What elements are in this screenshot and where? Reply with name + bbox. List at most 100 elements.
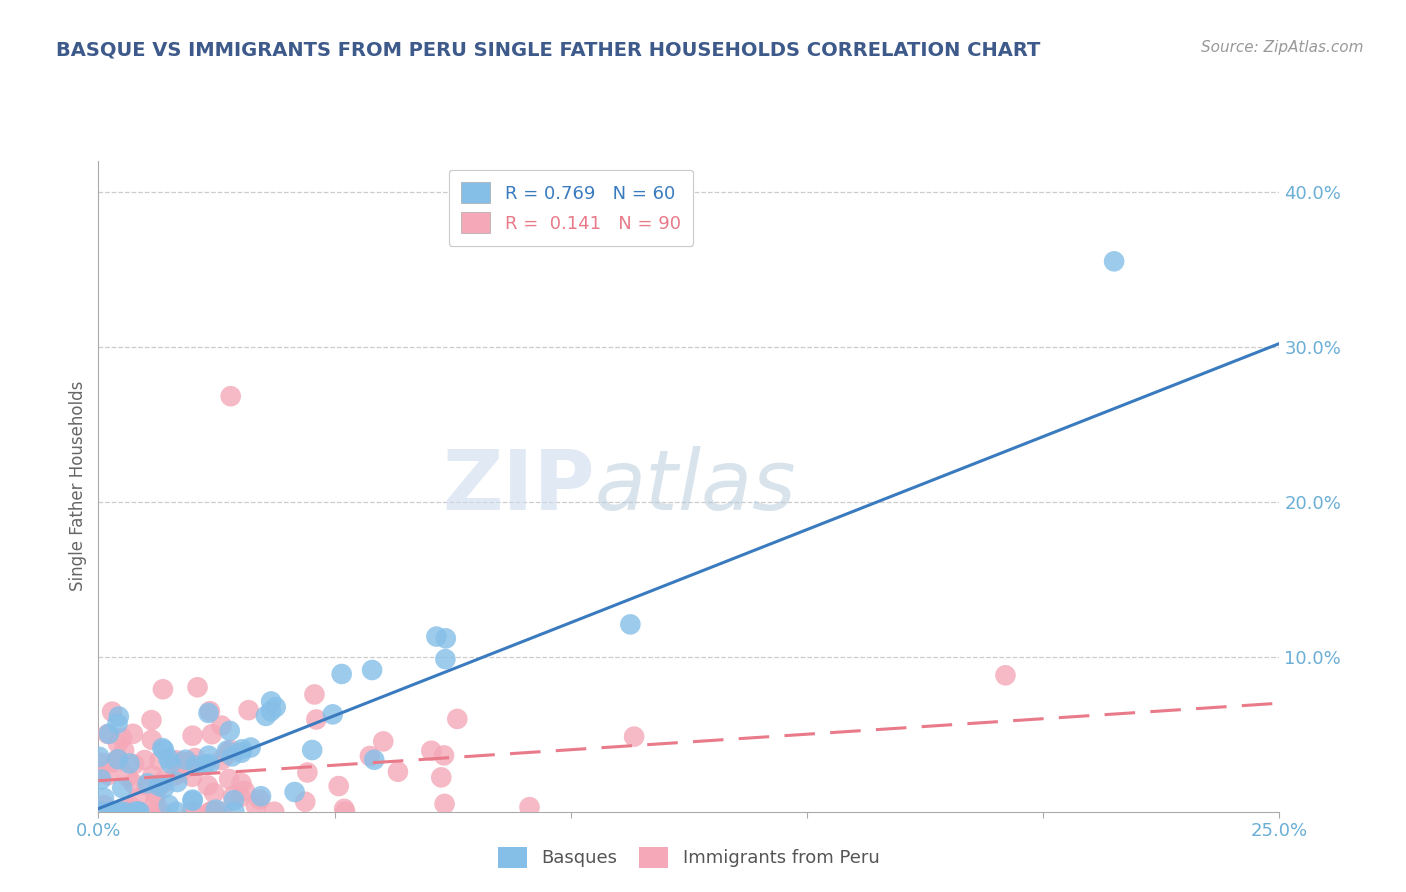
Point [107, 709, 129, 723]
Point [202, 786, 225, 800]
Point [117, 770, 139, 784]
Point [284, 785, 307, 799]
Legend: R = 0.769   N = 60, R =  0.141   N = 90: R = 0.769 N = 60, R = 0.141 N = 90 [449, 169, 693, 245]
Point [165, 805, 187, 819]
Point [387, 764, 409, 779]
Point [183, 805, 205, 819]
Point [623, 730, 645, 744]
Point [165, 753, 187, 767]
Point [211, 718, 233, 732]
Point [107, 716, 129, 731]
Point [330, 667, 353, 681]
Point [249, 792, 271, 806]
Point [434, 652, 457, 666]
Point [194, 757, 217, 772]
Point [166, 775, 188, 789]
Point [446, 712, 468, 726]
Point [101, 705, 124, 719]
Point [222, 789, 245, 804]
Point [233, 784, 256, 798]
Point [1102, 254, 1125, 268]
Point [104, 805, 127, 819]
Point [231, 776, 253, 790]
Point [145, 788, 167, 802]
Point [328, 779, 350, 793]
Point [112, 805, 135, 819]
Point [219, 389, 242, 403]
Point [200, 805, 222, 819]
Point [157, 751, 180, 765]
Point [177, 756, 200, 771]
Point [211, 805, 233, 819]
Point [135, 778, 157, 792]
Point [333, 805, 356, 819]
Point [180, 805, 202, 819]
Point [91, 805, 114, 819]
Point [94, 805, 117, 819]
Point [250, 789, 273, 804]
Point [229, 790, 252, 805]
Point [361, 663, 384, 677]
Point [157, 798, 180, 813]
Point [174, 753, 197, 767]
Point [197, 706, 219, 720]
Point [93, 805, 115, 819]
Point [118, 756, 141, 771]
Point [104, 756, 127, 770]
Point [301, 743, 323, 757]
Point [169, 766, 191, 780]
Point [221, 749, 243, 764]
Point [231, 742, 253, 756]
Point [197, 779, 219, 793]
Point [111, 781, 134, 796]
Point [115, 801, 138, 815]
Point [218, 723, 240, 738]
Point [304, 688, 326, 702]
Point [186, 758, 208, 772]
Point [363, 753, 385, 767]
Point [134, 753, 156, 767]
Text: BASQUE VS IMMIGRANTS FROM PERU SINGLE FATHER HOUSEHOLDS CORRELATION CHART: BASQUE VS IMMIGRANTS FROM PERU SINGLE FA… [56, 40, 1040, 59]
Point [107, 752, 129, 766]
Point [93, 798, 115, 813]
Point [143, 805, 166, 819]
Point [297, 765, 319, 780]
Point [181, 770, 204, 784]
Point [359, 749, 381, 764]
Point [420, 744, 443, 758]
Point [112, 743, 135, 757]
Point [215, 744, 238, 758]
Point [150, 741, 173, 756]
Point [153, 780, 176, 795]
Point [90, 805, 112, 819]
Point [433, 748, 456, 763]
Point [97, 768, 120, 782]
Point [172, 755, 194, 769]
Text: ZIP: ZIP [441, 446, 595, 526]
Point [202, 805, 225, 819]
Point [152, 682, 174, 697]
Point [184, 751, 207, 765]
Point [148, 754, 170, 768]
Point [333, 802, 356, 816]
Point [93, 790, 115, 805]
Point [198, 757, 221, 772]
Point [222, 793, 245, 807]
Point [181, 729, 204, 743]
Point [218, 772, 240, 786]
Point [263, 805, 285, 819]
Point [150, 777, 173, 791]
Point [127, 791, 149, 805]
Point [159, 756, 181, 771]
Y-axis label: Single Father Households: Single Father Households [69, 381, 87, 591]
Point [211, 753, 233, 767]
Point [245, 798, 267, 813]
Point [239, 740, 262, 755]
Point [108, 805, 131, 819]
Point [425, 630, 447, 644]
Point [433, 797, 456, 811]
Text: Source: ZipAtlas.com: Source: ZipAtlas.com [1201, 40, 1364, 55]
Point [150, 805, 173, 819]
Point [434, 632, 457, 646]
Point [141, 732, 163, 747]
